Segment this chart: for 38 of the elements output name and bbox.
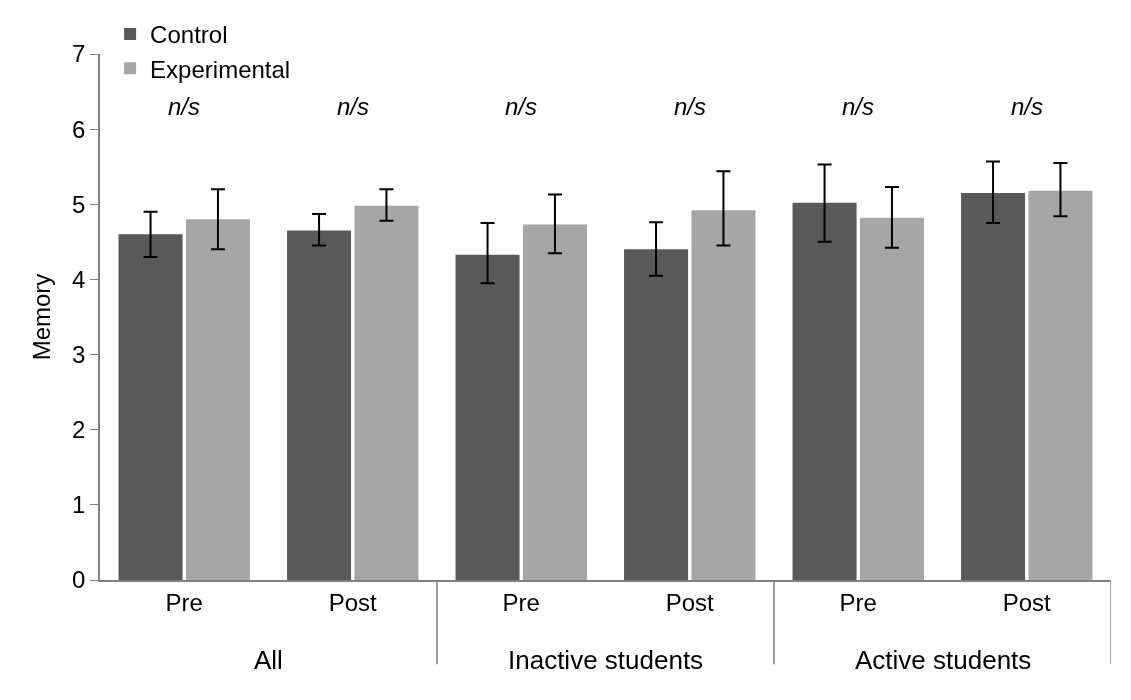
annotation: n/s: [1011, 93, 1044, 120]
x-tick-label: Pre: [839, 588, 877, 616]
y-tick-label: 4: [72, 265, 86, 293]
bar: [792, 202, 857, 580]
annotation: n/s: [674, 93, 707, 120]
y-axis-title: Memory: [27, 273, 55, 361]
bar: [624, 249, 689, 580]
text: Inactive students: [508, 645, 704, 675]
bar: [691, 210, 756, 580]
annotation: n/s: [842, 93, 875, 120]
bar: [455, 254, 520, 580]
x-tick-label: Post: [665, 588, 715, 616]
legend-label: Control: [150, 21, 228, 49]
bar: [287, 230, 352, 580]
y-tick-label: 6: [72, 115, 86, 143]
x-tick-label: Pre: [165, 588, 203, 616]
bar: [1028, 190, 1093, 580]
bar: [522, 224, 587, 580]
y-tick-label: 0: [72, 566, 86, 594]
y-tick-label: 5: [72, 190, 86, 218]
legend-label: Experimental: [150, 55, 291, 83]
annotation: n/s: [505, 93, 538, 120]
y-tick-label: 7: [72, 40, 86, 68]
bar: [354, 205, 419, 580]
bar: [859, 217, 924, 580]
annotation: n/s: [168, 93, 201, 120]
bar: [185, 219, 250, 580]
bar: [961, 193, 1026, 580]
text: Active students: [855, 645, 1032, 675]
x-tick-label: Post: [1002, 588, 1052, 616]
y-tick-label: 2: [72, 416, 86, 444]
y-tick-label: 3: [72, 340, 86, 368]
x-tick-label: Post: [328, 588, 378, 616]
y-tick-label: 1: [72, 491, 86, 519]
text: All: [254, 645, 283, 675]
annotation: n/s: [337, 93, 370, 120]
x-tick-label: Pre: [502, 588, 540, 616]
bar: [118, 234, 183, 580]
